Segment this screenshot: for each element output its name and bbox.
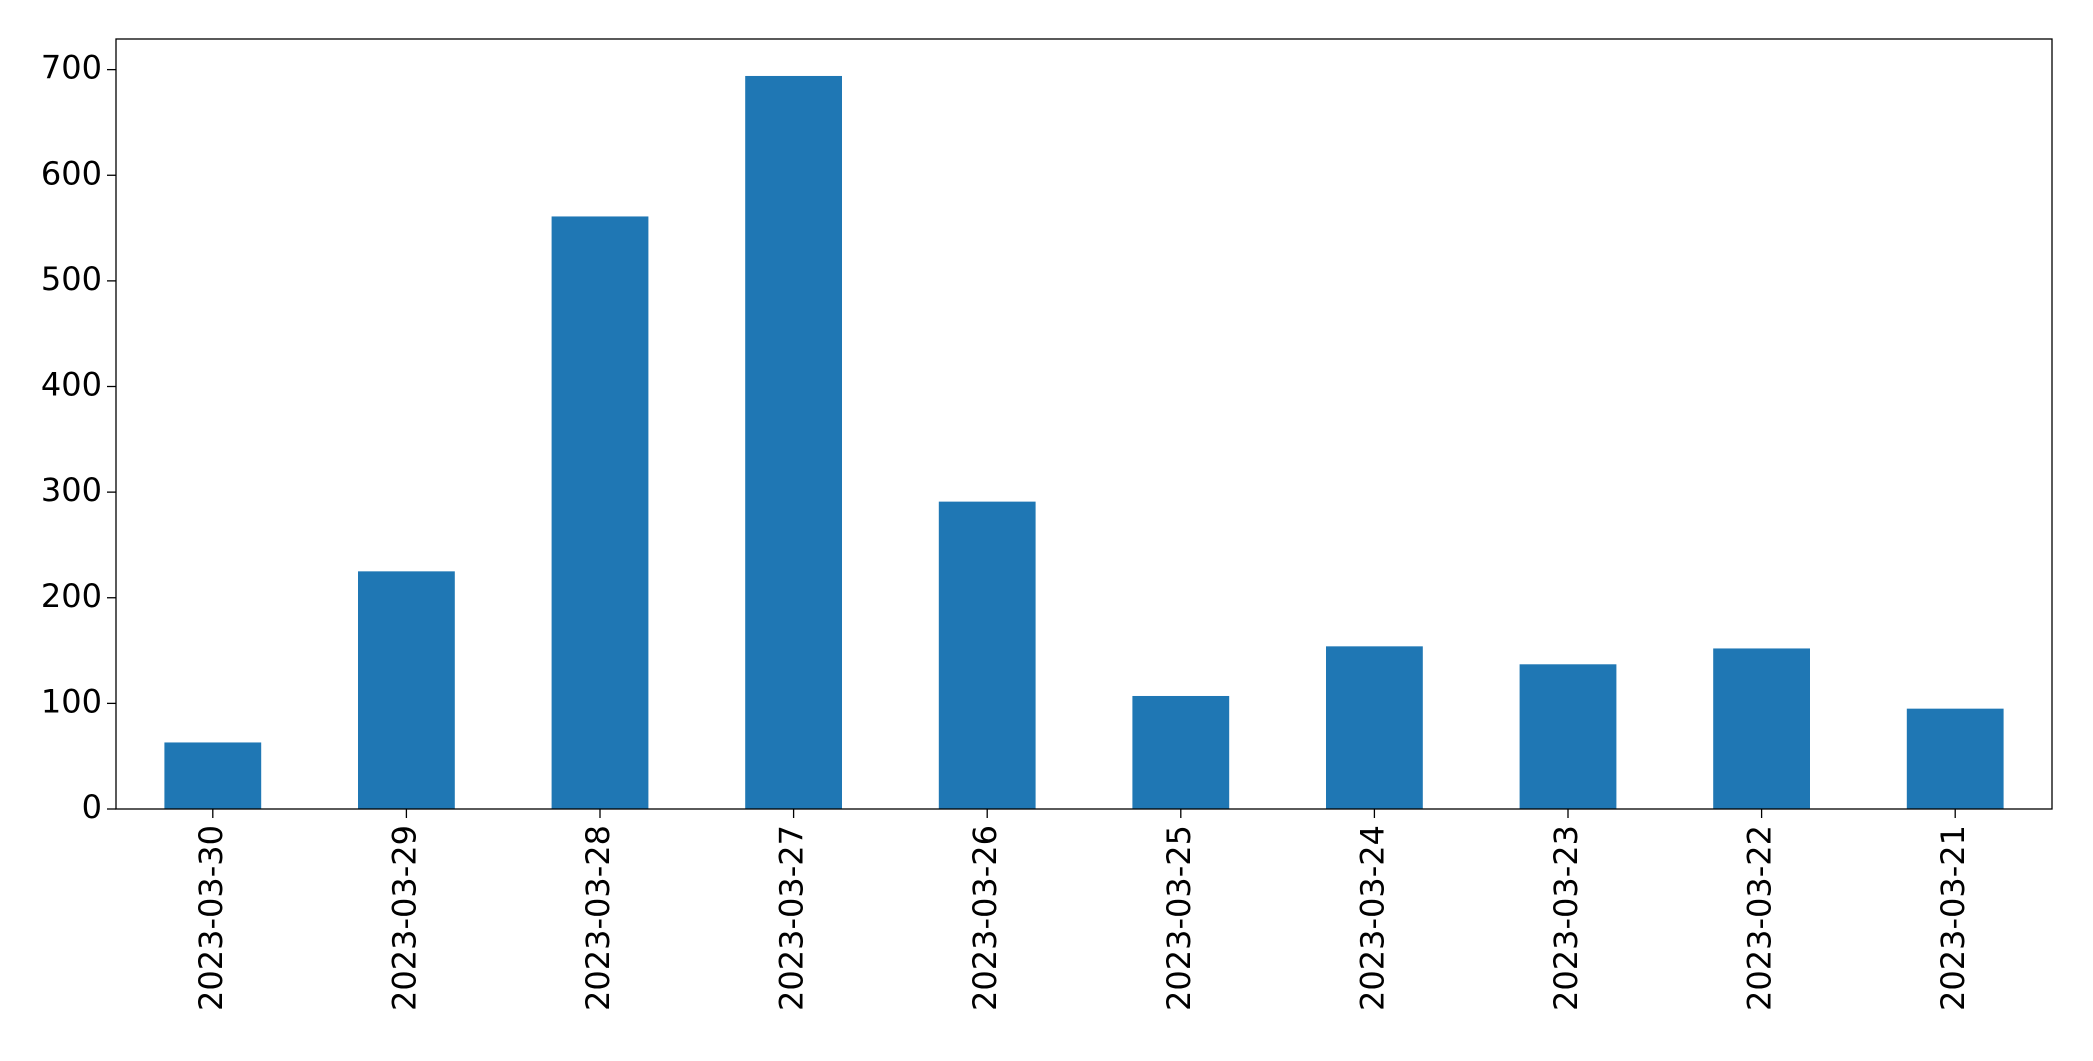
bar (551, 216, 649, 810)
x-tick-label: 2023-03-24 (1353, 825, 1391, 1011)
bar (745, 75, 842, 810)
x-tick-label: 2023-03-22 (1741, 825, 1779, 1011)
x-tick-label: 2023-03-26 (966, 825, 1004, 1011)
x-tick-label: 2023-03-28 (579, 825, 617, 1011)
bar (358, 571, 455, 809)
bar (1519, 664, 1617, 809)
bar (164, 742, 262, 809)
y-tick-label: 700 (41, 49, 102, 87)
x-tick-label: 2023-03-30 (192, 825, 230, 1011)
x-tick-label: 2023-03-27 (773, 825, 811, 1011)
bar (1326, 646, 1423, 809)
plot-frame (115, 38, 2053, 810)
bar (1713, 648, 1810, 809)
x-tick-label: 2023-03-29 (385, 825, 423, 1011)
y-tick-label: 0 (82, 788, 102, 826)
y-tick-label: 500 (41, 260, 102, 298)
bar (1906, 708, 2004, 809)
x-tick-label: 2023-03-25 (1160, 825, 1198, 1011)
y-tick-label: 600 (41, 154, 102, 192)
y-tick-label: 200 (41, 577, 102, 615)
bar (1132, 695, 1230, 809)
x-tick-label: 2023-03-23 (1547, 825, 1585, 1011)
bar (938, 501, 1036, 809)
y-tick-label: 300 (41, 471, 102, 509)
y-tick-label: 400 (41, 366, 102, 404)
y-tick-label: 100 (41, 682, 102, 720)
x-tick-label: 2023-03-21 (1934, 825, 1972, 1011)
